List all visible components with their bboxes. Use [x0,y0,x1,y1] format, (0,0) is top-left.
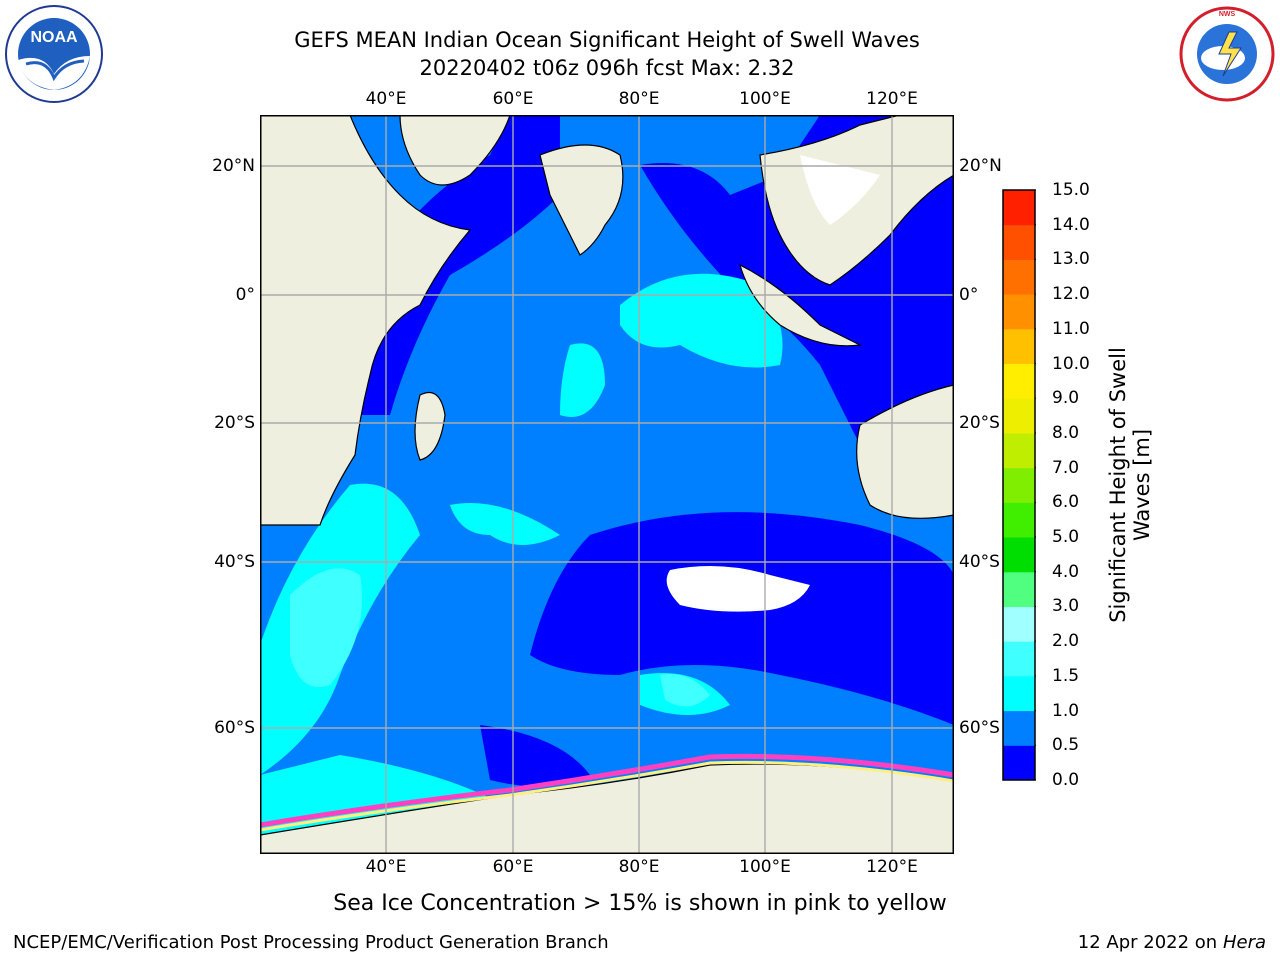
lon-tick-bottom: 100°E [739,857,791,877]
colorbar-title-line2: Waves [m] [1130,428,1154,542]
colorbar-band [1003,606,1035,642]
sea-ice-inner [260,760,954,832]
lon-tick-bottom: 60°E [492,857,534,877]
noaa-logo-text: NOAA [30,29,78,46]
colorbar-band [1003,432,1035,469]
lat-tick-right: 0° [959,285,979,305]
colorbar-tick-label: 0.5 [1052,735,1080,756]
colorbar-frame [1002,189,1036,781]
graticule [260,115,954,854]
colorbar-tick-label: 4.0 [1052,561,1080,582]
map-title: GEFS MEAN Indian Ocean Significant Heigh… [294,28,920,52]
colorbar-band [1003,710,1035,746]
lat-tick-right: 40°S [959,552,1000,572]
colorbar-tick-label: 13.0 [1052,249,1090,270]
lat-tick-right: 60°S [959,718,1000,738]
colorbar-band [1003,537,1035,573]
colorbar-band [1003,363,1035,399]
lon-tick-top: 120°E [866,89,918,109]
lat-tick-right: 20°S [959,413,1000,433]
swell-height-map [260,115,954,854]
colorbar-band [1003,571,1035,607]
colorbar-tick-label: 15.0 [1052,180,1090,200]
footer-date: 12 Apr 2022 on Hera [1078,932,1266,953]
sea-ice-edge [260,753,954,828]
lon-tick-top: 40°E [365,89,407,109]
colorbar-tick-label: 5.0 [1052,527,1080,548]
lat-tick-left: 60°S [214,718,255,738]
footer-date-text: 12 Apr 2022 on [1077,932,1223,953]
colorbar-tick-label: 1.0 [1052,700,1080,721]
colorbar-band [1003,190,1035,226]
colorbar-band [1003,502,1035,538]
lat-tick-left: 40°S [214,552,255,572]
lon-tick-top: 100°E [739,89,791,109]
colorbar-tick-label: 14.0 [1052,214,1090,235]
colorbar-tick-label: 1.5 [1052,665,1080,686]
colorbar-tick-label: 2.0 [1052,631,1080,652]
noaa-logo: NOAA [5,5,103,103]
map-subtitle: 20220402 t06z 096h fcst Max: 2.32 [419,56,795,80]
colorbar-tick-label: 3.0 [1052,596,1080,617]
higher-swell-areas [290,568,710,707]
colorbar-band [1003,675,1035,712]
colorbar-band [1003,467,1035,503]
lon-tick-bottom: 40°E [365,857,407,877]
footer-credit: NCEP/EMC/Verification Post Processing Pr… [13,932,609,953]
nws-logo: NWS [1179,6,1275,102]
colorbar-band [1003,641,1035,677]
colorbar-band [1003,328,1035,365]
sea-ice-note: Sea Ice Concentration > 15% is shown in … [333,891,947,916]
colorbar-band [1003,224,1035,260]
lon-tick-top: 60°E [492,89,534,109]
colorbar-tick-label: 7.0 [1052,457,1080,478]
colorbar-tick-label: 6.0 [1052,492,1080,513]
lon-tick-top: 80°E [618,89,660,109]
lon-tick-bottom: 80°E [618,857,660,877]
colorbar-tick-label: 0.0 [1052,770,1080,790]
colorbar-tick-label: 12.0 [1052,284,1090,305]
colorbar-tick-label: 8.0 [1052,422,1080,443]
colorbar-tick-label: 11.0 [1052,318,1090,339]
lat-tick-left: 0° [235,285,255,305]
colorbar [1002,189,1036,781]
colorbar-band [1003,745,1035,781]
colorbar-title-line1: Significant Height of Swell [1106,347,1130,623]
masked-areas [666,155,880,612]
lat-tick-left: 20°N [212,156,255,176]
lat-tick-left: 20°S [214,413,255,433]
lat-tick-right: 20°N [959,156,1002,176]
footer-machine: Hera [1222,932,1266,953]
svg-text:NWS: NWS [1219,11,1236,18]
colorbar-tick-label: 9.0 [1052,388,1080,409]
map-frame [260,115,954,854]
colorbar-tick-label: 10.0 [1052,353,1090,374]
colorbar-band [1003,259,1035,295]
colorbar-band [1003,294,1035,330]
colorbar-band [1003,398,1035,434]
lon-tick-bottom: 120°E [866,857,918,877]
